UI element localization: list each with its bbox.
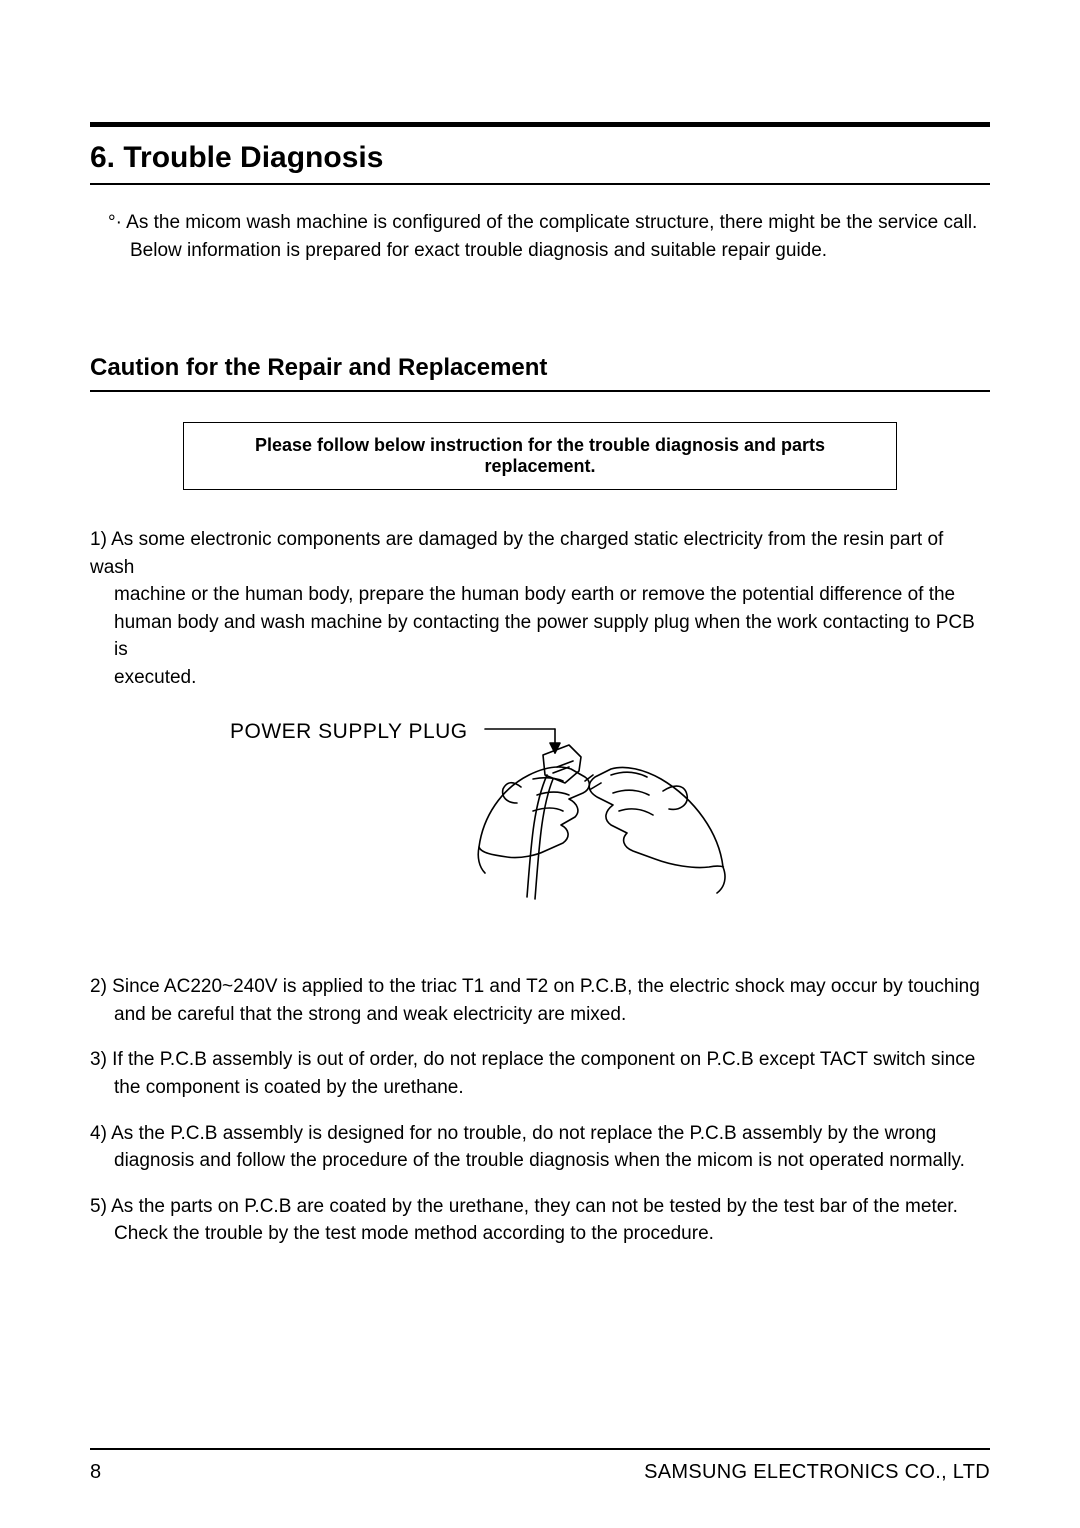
intro-line-2: Below information is prepared for exact …: [130, 240, 827, 261]
list-item-line: Check the trouble by the test mode metho…: [114, 1220, 990, 1248]
section-heading-underline: [90, 183, 990, 185]
list-item-line: machine or the human body, prepare the h…: [114, 581, 990, 609]
list-item-line: 1) As some electronic components are dam…: [90, 526, 990, 581]
list-item-line: the component is coated by the urethane.: [114, 1074, 990, 1102]
figure-label: POWER SUPPLY PLUG: [230, 717, 468, 747]
list-item: 2) Since AC220~240V is applied to the tr…: [90, 973, 990, 1028]
list-item-line: 5) As the parts on P.C.B are coated by t…: [90, 1193, 990, 1221]
section-top-rule: [90, 122, 990, 127]
instruction-box-text: Please follow below instruction for the …: [255, 435, 825, 476]
list-item-line: 4) As the P.C.B assembly is designed for…: [90, 1120, 990, 1148]
document-page: 6. Trouble Diagnosis °· As the micom was…: [0, 0, 1080, 1528]
page-number: 8: [90, 1461, 101, 1484]
list-item-line: 2) Since AC220~240V is applied to the tr…: [90, 973, 990, 1001]
list-item-line: and be careful that the strong and weak …: [114, 1001, 990, 1029]
intro-line-1: °· As the micom wash machine is configur…: [108, 212, 977, 233]
hands-plug-illustration: [473, 717, 893, 937]
footer-company: SAMSUNG ELECTRONICS CO., LTD: [644, 1461, 990, 1484]
list-item: 4) As the P.C.B assembly is designed for…: [90, 1120, 990, 1175]
list-item-line: executed.: [114, 664, 990, 692]
list-item-line: 3) If the P.C.B assembly is out of order…: [90, 1046, 990, 1074]
caution-list: 1) As some electronic components are dam…: [90, 526, 990, 1248]
subsection-heading-underline: [90, 390, 990, 392]
list-item-line: diagnosis and follow the procedure of th…: [114, 1147, 990, 1175]
list-item: 1) As some electronic components are dam…: [90, 526, 990, 691]
footer-rule: [90, 1448, 990, 1450]
instruction-box: Please follow below instruction for the …: [183, 422, 897, 490]
section-intro: °· As the micom wash machine is configur…: [108, 209, 990, 264]
list-item-line: human body and wash machine by contactin…: [114, 609, 990, 664]
section-heading: 6. Trouble Diagnosis: [90, 141, 990, 175]
subsection-heading: Caution for the Repair and Replacement: [90, 354, 990, 382]
list-item: 5) As the parts on P.C.B are coated by t…: [90, 1193, 990, 1248]
list-item: 3) If the P.C.B assembly is out of order…: [90, 1046, 990, 1101]
figure-power-supply-plug: POWER SUPPLY PLUG: [230, 717, 990, 937]
